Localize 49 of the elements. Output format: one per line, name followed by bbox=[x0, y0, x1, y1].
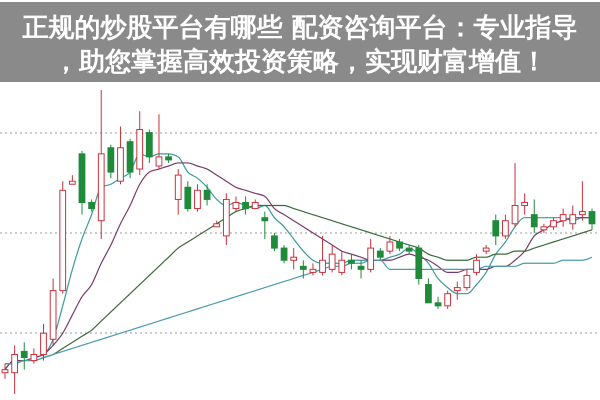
candlestick bbox=[569, 205, 576, 230]
candlestick bbox=[290, 248, 298, 270]
candlestick bbox=[194, 184, 201, 212]
candlestick bbox=[204, 184, 210, 206]
candlestick bbox=[261, 211, 268, 240]
candlestick bbox=[30, 348, 38, 364]
candlestick bbox=[242, 196, 249, 216]
candlestick bbox=[386, 235, 394, 255]
candlestick bbox=[20, 342, 28, 370]
candlestick bbox=[512, 162, 518, 228]
candlestick bbox=[252, 198, 259, 210]
candlestick bbox=[521, 192, 528, 216]
candlestick bbox=[376, 248, 384, 261]
candlestick bbox=[578, 180, 586, 222]
candlestick bbox=[530, 198, 538, 234]
candlestick bbox=[588, 208, 596, 230]
candlestick bbox=[550, 217, 557, 230]
candlestick bbox=[396, 238, 403, 252]
candlestick bbox=[482, 244, 490, 255]
candlestick bbox=[425, 278, 432, 304]
candlestick bbox=[406, 244, 413, 255]
candlestick bbox=[434, 296, 442, 310]
candlestick bbox=[280, 244, 288, 264]
candlestick bbox=[444, 290, 452, 310]
candlestick bbox=[367, 238, 374, 273]
candlestick bbox=[184, 180, 192, 212]
candlestick bbox=[232, 196, 240, 212]
candlestick bbox=[165, 153, 172, 164]
candlestick bbox=[464, 268, 470, 292]
candlestick bbox=[473, 254, 480, 276]
chart-title: 正规的炒股平台有哪些 配资咨询平台：专业指导，助您掌握高效投资策略，实现财富增值！ bbox=[21, 13, 578, 77]
candlestick bbox=[454, 281, 461, 300]
candlestick bbox=[502, 214, 509, 240]
candlestick bbox=[271, 232, 278, 252]
candlestick bbox=[11, 344, 18, 394]
candlestick bbox=[300, 260, 307, 279]
candlestick bbox=[540, 223, 548, 234]
candlestick bbox=[319, 235, 326, 276]
candlestick bbox=[328, 244, 336, 273]
candlestick bbox=[88, 198, 95, 212]
candlestick bbox=[348, 254, 355, 270]
candlestick bbox=[310, 262, 316, 276]
candlestick bbox=[156, 114, 162, 170]
candlestick bbox=[358, 260, 364, 279]
candlestick bbox=[560, 208, 567, 228]
candlestick bbox=[492, 214, 500, 246]
candlestick bbox=[40, 324, 47, 362]
candlestick bbox=[338, 250, 346, 276]
candlestick bbox=[68, 174, 76, 185]
